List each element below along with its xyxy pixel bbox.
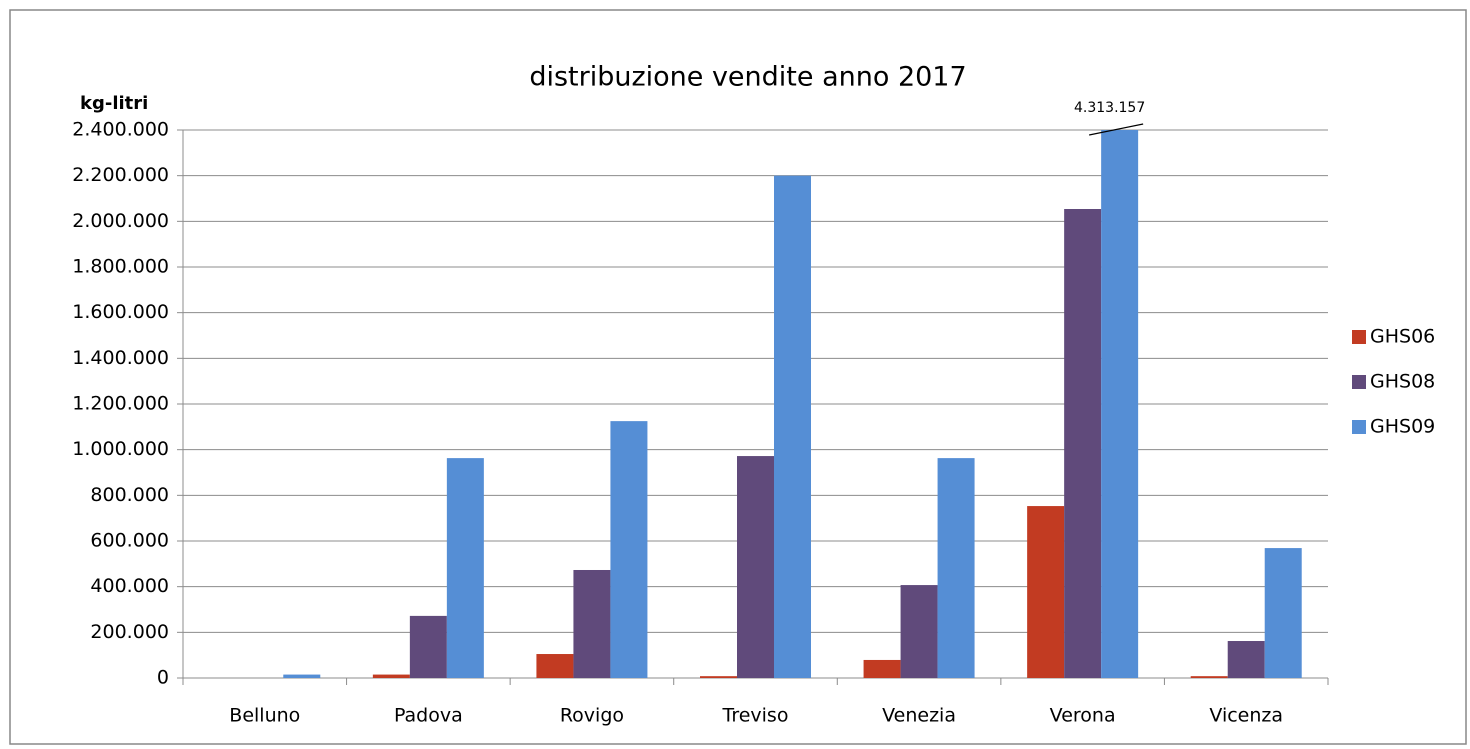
bar	[700, 676, 737, 678]
legend-label: GHS09	[1370, 416, 1435, 438]
y-tick-label: 800.000	[90, 484, 169, 506]
bar	[536, 654, 574, 678]
bar	[900, 585, 938, 678]
x-tick-label: Belluno	[229, 705, 300, 727]
x-tick-label: Venezia	[882, 705, 956, 727]
legend-label: GHS06	[1370, 326, 1435, 348]
bar	[737, 456, 774, 678]
bar	[372, 674, 410, 678]
bar	[283, 674, 321, 678]
bar	[610, 421, 648, 678]
y-tick-label: 2.200.000	[72, 164, 169, 186]
y-tick-label: 200.000	[90, 621, 169, 643]
x-tick-label: Vicenza	[1209, 705, 1283, 727]
data-label: 4.313.157	[1074, 100, 1145, 116]
y-tick-label: 400.000	[90, 575, 169, 597]
y-tick-label: 2.400.000	[72, 119, 169, 141]
bar	[1190, 676, 1228, 678]
y-tick-label: 2.000.000	[72, 210, 169, 232]
bar	[1264, 548, 1302, 678]
y-tick-label: 1.800.000	[72, 256, 169, 278]
y-axis-label: kg-litri	[80, 93, 148, 114]
bar	[1027, 506, 1065, 678]
legend-label: GHS08	[1370, 371, 1435, 393]
bar	[446, 458, 484, 678]
y-tick-label: 1.200.000	[72, 393, 169, 415]
legend-swatch	[1352, 375, 1366, 389]
bars	[283, 130, 1302, 678]
axis-break	[1089, 123, 1144, 136]
bar	[774, 175, 811, 678]
bar	[1227, 641, 1265, 678]
bar	[1064, 209, 1102, 678]
y-tick-label: 0	[157, 667, 169, 689]
x-tick-label: Padova	[394, 705, 463, 727]
bar	[1101, 130, 1139, 678]
bar	[863, 659, 901, 678]
x-tick-label: Verona	[1050, 705, 1116, 727]
y-tick-label: 1.000.000	[72, 438, 169, 460]
x-tick-label: Rovigo	[560, 705, 624, 727]
bar	[573, 569, 611, 678]
x-tick-label: Treviso	[722, 705, 789, 727]
bar	[937, 458, 975, 678]
y-tick-label: 1.400.000	[72, 347, 169, 369]
y-tick-label: 600.000	[90, 530, 169, 552]
legend-swatch	[1352, 420, 1366, 434]
bar	[409, 615, 447, 678]
chart-title: distribuzione vendite anno 2017	[529, 62, 966, 93]
legend-swatch	[1352, 330, 1366, 344]
y-tick-label: 1.600.000	[72, 301, 169, 323]
